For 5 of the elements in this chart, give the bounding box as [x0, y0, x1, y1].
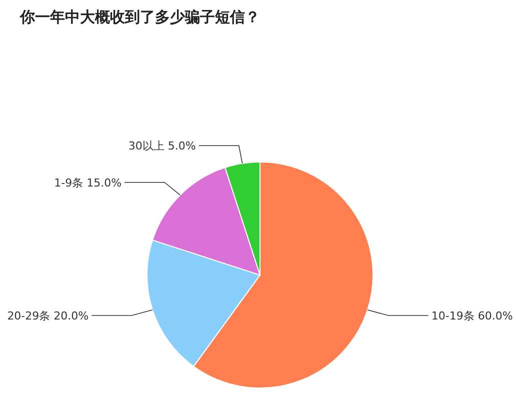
chart-title: 你一年中大概收到了多少骗子短信？ — [20, 8, 260, 27]
slice-label: 10-19条 60.0% — [431, 309, 513, 322]
slice-label: 20-29条 20.0% — [7, 309, 89, 322]
slice-label: 1-9条 15.0% — [54, 176, 122, 190]
slice-label: 30以上 5.0% — [128, 140, 196, 153]
